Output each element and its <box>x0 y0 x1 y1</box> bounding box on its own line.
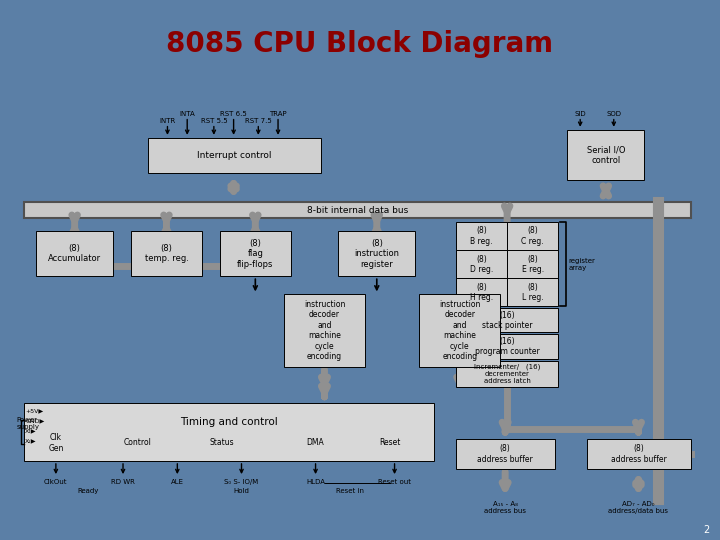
Text: SOD: SOD <box>606 111 621 117</box>
Text: (8)
instruction
register: (8) instruction register <box>354 239 400 268</box>
Text: RST 6.5: RST 6.5 <box>220 111 247 117</box>
Text: X₂▶: X₂▶ <box>25 438 37 443</box>
Text: (8)
H reg.: (8) H reg. <box>470 282 493 302</box>
Text: DMA: DMA <box>307 438 325 447</box>
Bar <box>338 231 415 276</box>
Bar <box>456 334 559 359</box>
Bar <box>456 361 559 387</box>
Text: Serial I/O
control: Serial I/O control <box>587 145 625 165</box>
Text: (8)
E reg.: (8) E reg. <box>522 254 544 274</box>
Text: SID: SID <box>575 111 586 117</box>
Bar <box>587 439 690 469</box>
Text: Power
supply: Power supply <box>17 417 40 430</box>
Text: Reset in: Reset in <box>336 488 364 494</box>
Text: +5V▶: +5V▶ <box>25 408 43 413</box>
Text: Hold: Hold <box>233 488 249 494</box>
Text: (8)
flag
flip-flops: (8) flag flip-flops <box>237 239 274 268</box>
Text: INTR: INTR <box>159 118 176 124</box>
Text: INTA: INTA <box>179 111 195 117</box>
Text: ClkOut: ClkOut <box>44 479 68 485</box>
Bar <box>284 294 365 367</box>
Text: S₀ S- IO/M: S₀ S- IO/M <box>225 479 258 485</box>
Text: HLDA: HLDA <box>306 479 325 485</box>
Bar <box>456 439 554 469</box>
Text: RD WR: RD WR <box>111 479 135 485</box>
Bar <box>148 138 320 173</box>
Bar <box>567 130 644 180</box>
Bar <box>507 250 559 278</box>
Text: RST 5.5: RST 5.5 <box>201 118 228 124</box>
Text: (8)
L reg.: (8) L reg. <box>522 282 544 302</box>
Text: register
array: register array <box>568 258 595 271</box>
Bar <box>24 202 690 218</box>
Text: (16)
program counter: (16) program counter <box>474 337 539 356</box>
Text: (8)
Accumulator: (8) Accumulator <box>48 244 102 264</box>
Text: Reset: Reset <box>379 438 400 447</box>
Text: Status: Status <box>210 438 234 447</box>
Text: (8)
B reg.: (8) B reg. <box>470 226 492 246</box>
Bar <box>419 294 500 367</box>
Text: GND▶: GND▶ <box>25 418 45 423</box>
Text: ALE: ALE <box>171 479 184 485</box>
Text: 8085 CPU Block Diagram: 8085 CPU Block Diagram <box>166 30 554 58</box>
Bar <box>507 278 559 306</box>
Bar <box>36 231 113 276</box>
Text: (8)
temp. reg.: (8) temp. reg. <box>145 244 189 264</box>
Text: instruction
decoder
and
machine
cycle
encoding: instruction decoder and machine cycle en… <box>439 300 480 361</box>
Text: (8)
C reg.: (8) C reg. <box>521 226 544 246</box>
Text: TRAP: TRAP <box>269 111 287 117</box>
Text: Timing and control: Timing and control <box>180 417 278 427</box>
Bar <box>456 222 507 250</box>
Text: instruction
decoder
and
machine
cycle
encoding: instruction decoder and machine cycle en… <box>304 300 345 361</box>
Text: (16)
stack pointer: (16) stack pointer <box>482 310 532 330</box>
Text: 8-bit internal data bus: 8-bit internal data bus <box>307 206 408 214</box>
Bar <box>24 403 434 461</box>
Text: AD₇ - AD₀
address/data bus: AD₇ - AD₀ address/data bus <box>608 501 668 514</box>
Text: Interrupt control: Interrupt control <box>197 151 271 160</box>
Text: 2: 2 <box>703 524 709 535</box>
Text: Ready: Ready <box>78 488 99 494</box>
Bar <box>507 222 559 250</box>
Text: X₁▶: X₁▶ <box>25 428 37 433</box>
Bar <box>131 231 202 276</box>
Text: RST 7.5: RST 7.5 <box>245 118 271 124</box>
Text: (8)
D reg.: (8) D reg. <box>470 254 493 274</box>
Bar <box>456 250 507 278</box>
Bar <box>456 308 559 333</box>
Bar <box>220 231 291 276</box>
Text: Incrementer/   (16)
decrementer
address latch: Incrementer/ (16) decrementer address la… <box>474 363 540 384</box>
Text: Control: Control <box>124 438 152 447</box>
Text: Clk
Gen: Clk Gen <box>48 433 63 453</box>
Bar <box>456 278 507 306</box>
Text: (8)
address buffer: (8) address buffer <box>611 444 667 464</box>
Text: Reset out: Reset out <box>378 479 411 485</box>
Text: (8)
address buffer: (8) address buffer <box>477 444 533 464</box>
Text: A₁₅ - A₈
address bus: A₁₅ - A₈ address bus <box>484 501 526 514</box>
